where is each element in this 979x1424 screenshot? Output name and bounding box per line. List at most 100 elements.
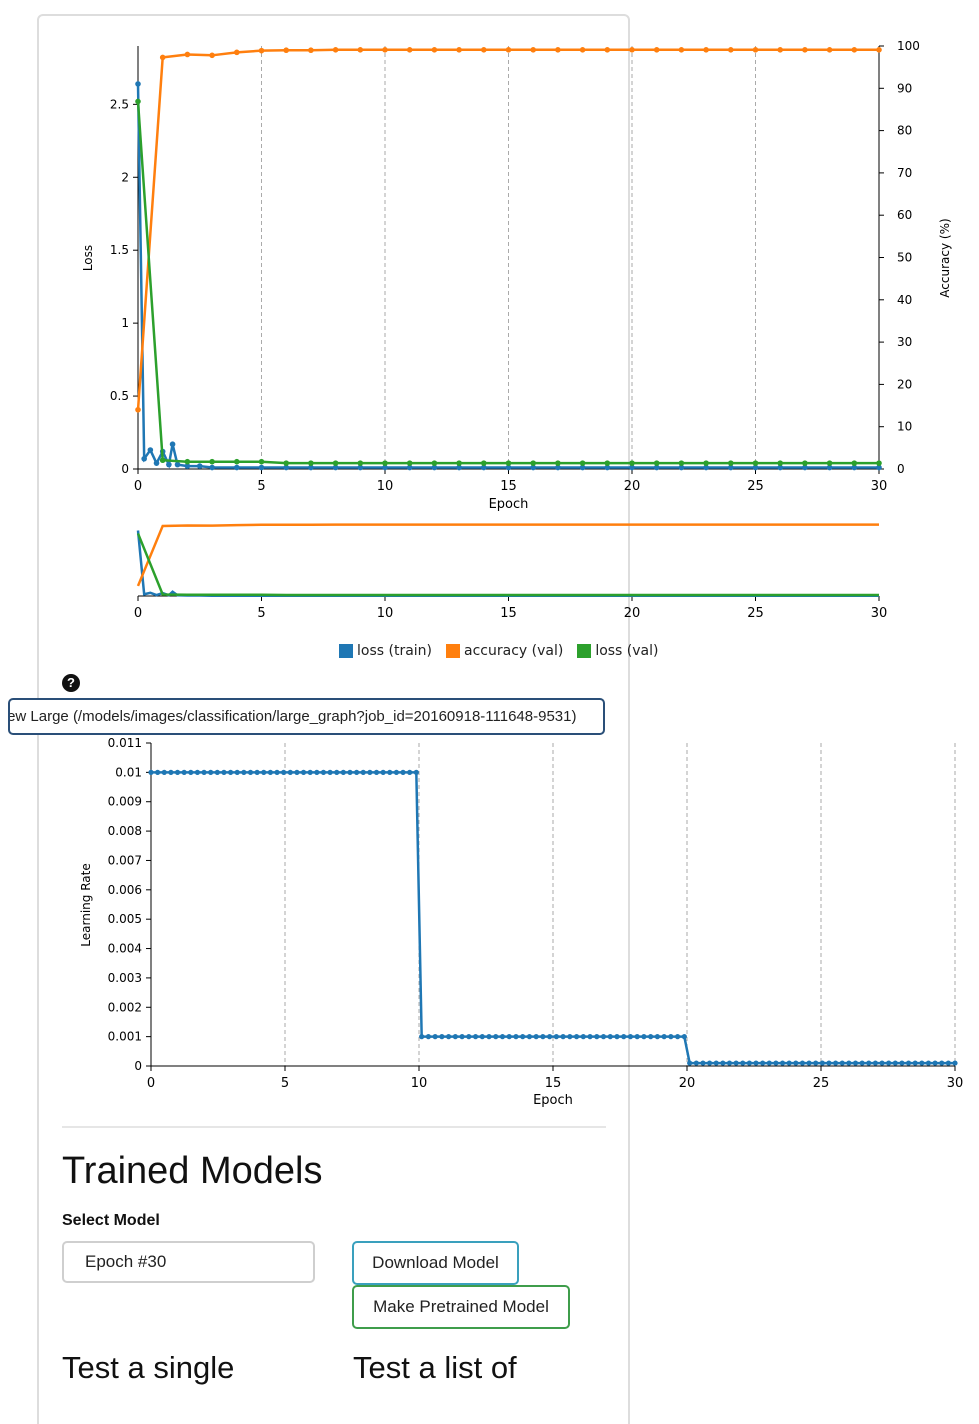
view-large-button[interactable]: View Large (/models/images/classificatio…	[8, 698, 605, 735]
lr-data-point	[587, 1034, 593, 1040]
lr-data-point	[241, 769, 247, 775]
data-point-loss-val	[357, 460, 364, 466]
lr-data-point	[641, 1034, 647, 1040]
lr-data-point	[367, 769, 373, 775]
lr-data-point	[872, 1060, 879, 1066]
lr-x-tick-label: 15	[545, 1076, 562, 1091]
lr-data-point	[452, 1034, 458, 1040]
lr-data-point	[174, 769, 181, 775]
data-point-loss-train	[147, 447, 154, 453]
legend-item-accuracy-val[interactable]: accuracy (val)	[446, 643, 563, 659]
lr-data-point	[360, 769, 366, 775]
lr-data-point	[648, 1034, 654, 1040]
lr-data-point	[766, 1060, 772, 1066]
y-axis-label: Loss	[81, 245, 95, 271]
lr-y-tick-label: 0	[134, 1059, 142, 1073]
make-pretrained-model-button[interactable]: Make Pretrained Model	[352, 1285, 570, 1329]
lr-data-point	[247, 769, 254, 775]
legend-item-loss-train[interactable]: loss (train)	[339, 643, 432, 659]
data-point-accuracy-val	[234, 49, 240, 56]
data-point-loss-train	[505, 464, 512, 471]
nav-x-tick-label: 15	[500, 606, 517, 621]
lr-data-point	[221, 769, 227, 775]
lr-data-point	[740, 1060, 746, 1066]
lr-data-point	[307, 769, 313, 775]
lr-data-point	[354, 769, 360, 775]
view-large-label: View Large (/models/images/classificatio…	[8, 708, 577, 725]
data-point-accuracy-val	[184, 51, 191, 58]
lr-data-point	[340, 769, 346, 775]
range-navigator-chart[interactable]: 0 5 10 15 20 25 30	[0, 0, 979, 640]
data-point-accuracy-val	[332, 47, 339, 53]
lr-data-point	[833, 1060, 839, 1066]
lr-data-point	[746, 1060, 752, 1066]
y-tick-label: 2	[121, 170, 129, 184]
nav-x-tick-label: 5	[257, 606, 265, 621]
lr-data-point	[214, 769, 220, 775]
lr-data-point	[580, 1034, 586, 1040]
x-tick-label: 25	[747, 479, 764, 494]
series-line-loss-train	[136, 83, 879, 469]
question-circle-icon[interactable]: ?	[62, 674, 80, 692]
lr-data-point	[472, 1034, 479, 1040]
section-divider	[62, 1126, 606, 1128]
test-single-heading: Test a single	[62, 1350, 235, 1385]
lr-data-point	[314, 769, 320, 775]
data-point-loss-val	[653, 460, 660, 466]
data-point-accuracy-val	[703, 47, 709, 53]
lr-data-point	[334, 769, 340, 775]
data-point-loss-train	[802, 464, 808, 471]
data-point-loss-train	[530, 464, 536, 471]
lr-data-point	[459, 1034, 465, 1040]
nav-x-tick-label: 0	[134, 606, 142, 621]
data-point-accuracy-val	[728, 47, 734, 53]
data-point-loss-val	[456, 460, 462, 466]
loss-accuracy-chart: 0 5 10 15 20 25 30 0 0.5 1 1.5 2 2.5 0 10 20 30 40 50 60 70 8…	[81, 39, 952, 512]
lr-data-point	[866, 1060, 872, 1066]
data-point-loss-val	[530, 460, 536, 466]
data-point-loss-val	[406, 460, 413, 466]
data-point-accuracy-val	[579, 47, 586, 53]
lr-data-point	[553, 1034, 559, 1040]
lr-data-point	[432, 1034, 438, 1040]
lr-data-point	[526, 1034, 533, 1040]
data-point-accuracy-val	[431, 47, 438, 53]
lr-data-point	[400, 769, 406, 775]
data-point-loss-train	[431, 464, 438, 471]
data-point-loss-val	[505, 460, 512, 466]
lr-data-point	[560, 1034, 566, 1040]
lr-data-point	[859, 1060, 865, 1066]
lr-data-point	[634, 1034, 640, 1040]
y2-tick-label: 50	[897, 251, 912, 265]
download-model-button[interactable]: Download Model	[352, 1241, 519, 1285]
data-point-accuracy-val	[283, 47, 290, 54]
data-point-loss-val	[826, 460, 833, 466]
lr-data-point	[407, 769, 413, 775]
data-point-loss-val	[481, 460, 487, 466]
data-point-loss-val	[283, 460, 290, 466]
lr-data-point	[466, 1034, 472, 1040]
lr-y-tick-label: 0.002	[108, 1000, 142, 1014]
y2-tick-label: 90	[897, 81, 912, 95]
data-point-loss-val	[703, 460, 709, 466]
lr-data-point	[852, 1060, 859, 1066]
y-tick-label: 1	[121, 316, 129, 330]
data-point-accuracy-val	[851, 47, 858, 53]
data-point-accuracy-val	[826, 47, 833, 53]
data-point-loss-train	[357, 464, 364, 471]
data-point-accuracy-val	[135, 406, 141, 413]
lr-y-tick-label: 0.001	[108, 1030, 142, 1044]
lr-data-point	[148, 769, 154, 775]
lr-data-point	[439, 1034, 445, 1040]
lr-data-point	[493, 1034, 499, 1040]
legend-item-loss-val[interactable]: loss (val)	[577, 643, 658, 659]
model-select[interactable]: Epoch #30	[62, 1241, 315, 1283]
lr-data-point	[932, 1060, 938, 1066]
y2-tick-label: 60	[897, 208, 912, 222]
nav-x-tick-label: 20	[624, 606, 641, 621]
data-point-loss-train	[166, 461, 172, 468]
y-tick-label: 0.5	[110, 389, 129, 403]
data-point-accuracy-val	[530, 47, 536, 53]
lr-data-point	[347, 769, 353, 775]
lr-data-point	[479, 1034, 485, 1040]
